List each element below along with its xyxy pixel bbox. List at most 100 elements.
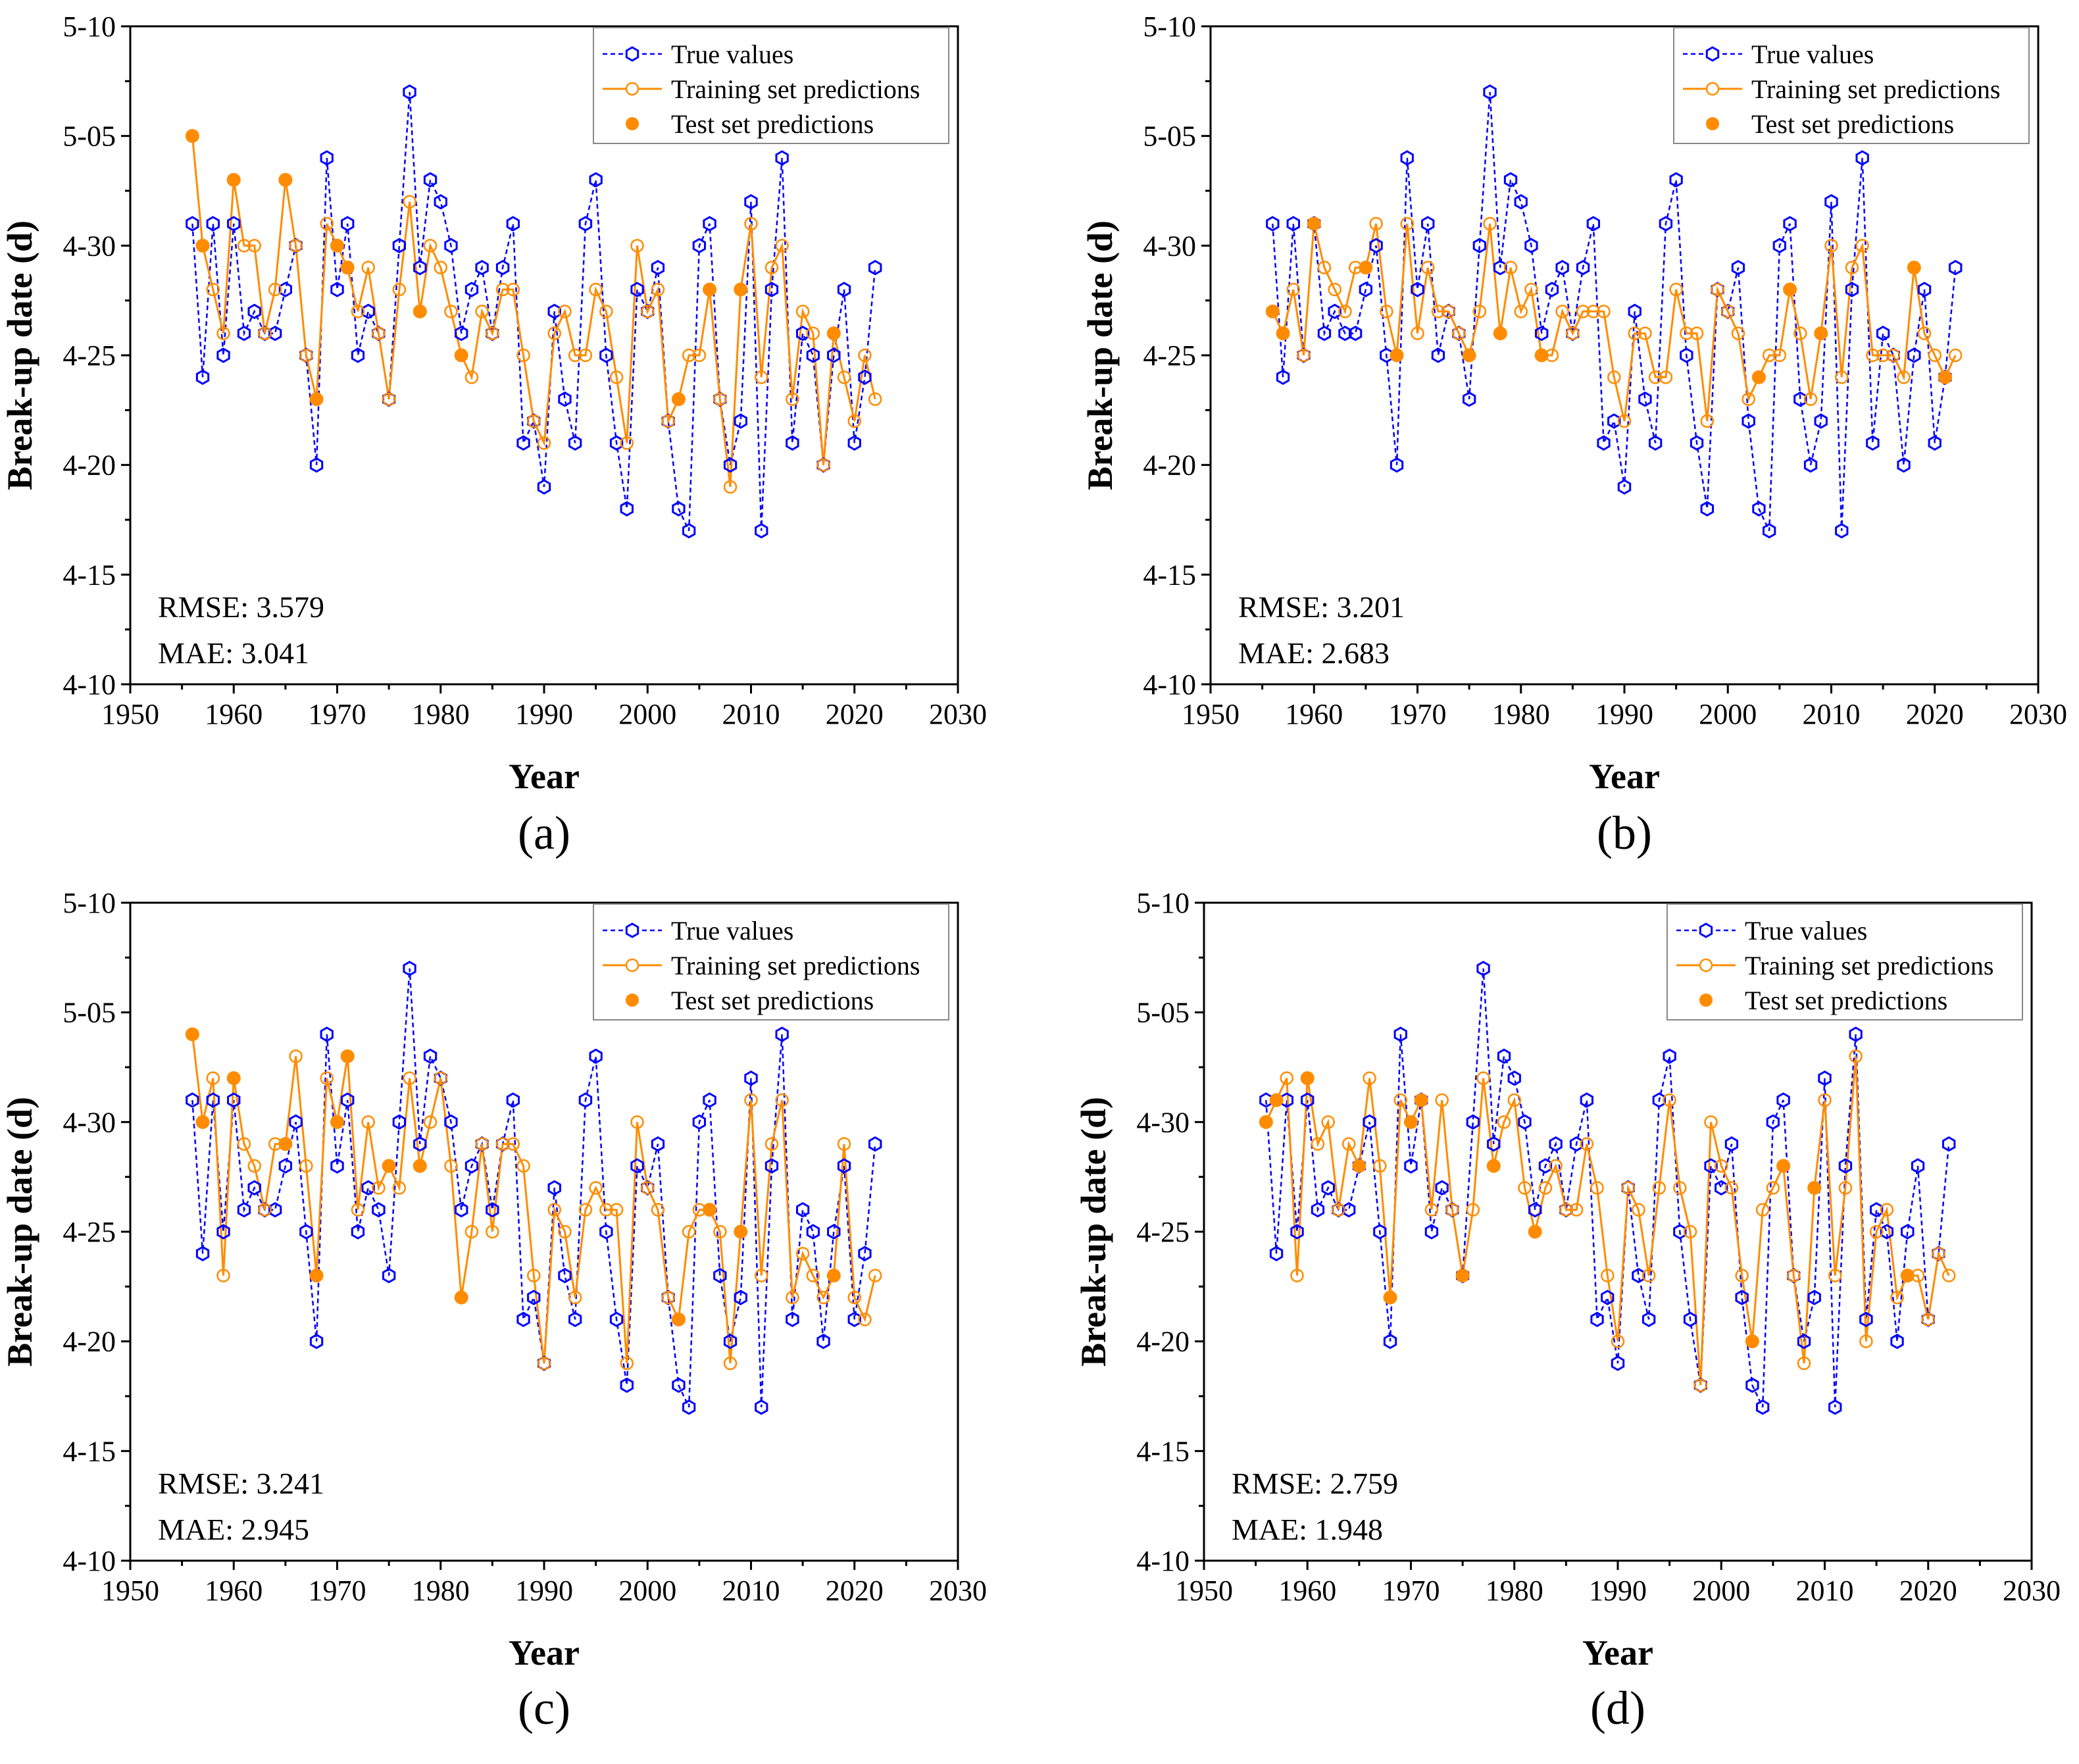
legend-label: Training set predictions bbox=[671, 74, 920, 104]
panel-label: (d) bbox=[1590, 1682, 1645, 1734]
true-value-point bbox=[837, 282, 851, 297]
chart-panel: 1950 1960 1970 1980 1990 2000 2010 2020 2030 4-10… bbox=[0, 11, 987, 859]
true-value-point bbox=[1783, 216, 1797, 232]
training-prediction-point bbox=[1828, 1269, 1842, 1282]
true-value-point bbox=[423, 172, 438, 188]
test-prediction-point bbox=[1528, 1224, 1542, 1239]
training-prediction-point bbox=[723, 1356, 738, 1371]
training-prediction-point bbox=[1514, 305, 1528, 318]
training-prediction-point bbox=[1601, 1269, 1615, 1282]
training-prediction-point bbox=[527, 1269, 541, 1282]
true-values-line bbox=[1272, 91, 1957, 532]
training-prediction-point bbox=[1369, 216, 1383, 231]
x-axis-title: Year bbox=[1582, 1633, 1653, 1673]
training-prediction-point bbox=[486, 1224, 499, 1239]
training-prediction-point bbox=[1507, 1093, 1521, 1107]
true-value-point bbox=[1942, 1136, 1956, 1152]
training-prediction-point bbox=[744, 1093, 758, 1107]
training-prediction-point bbox=[858, 1313, 872, 1326]
training-prediction-point bbox=[1628, 326, 1641, 340]
true-value-point bbox=[237, 325, 251, 341]
true-value-point bbox=[1472, 238, 1486, 254]
true-value-point bbox=[527, 1290, 541, 1305]
y-tick-label: 4-10 bbox=[63, 1545, 116, 1577]
training-prediction-point bbox=[206, 282, 220, 297]
true-value-point bbox=[816, 1333, 830, 1349]
training-prediction-point bbox=[216, 326, 230, 340]
test-prediction-point bbox=[1259, 1115, 1273, 1129]
test-prediction-point bbox=[340, 261, 355, 275]
training-prediction-point bbox=[1849, 1049, 1863, 1063]
true-value-point bbox=[1617, 479, 1632, 495]
training-prediction-point bbox=[837, 1137, 851, 1151]
true-value-point bbox=[1317, 325, 1332, 341]
training-prediction-point bbox=[1290, 1269, 1304, 1282]
legend-label: True values bbox=[671, 39, 793, 69]
training-prediction-point bbox=[299, 1159, 313, 1173]
training-prediction-point bbox=[1673, 1181, 1687, 1195]
panel-label: (a) bbox=[518, 807, 570, 859]
true-value-point bbox=[206, 216, 220, 232]
x-tick-label: 2020 bbox=[1899, 1575, 1957, 1607]
true-value-point bbox=[309, 1333, 324, 1349]
training-prediction-point bbox=[1735, 1269, 1749, 1282]
training-prediction-point bbox=[1400, 216, 1415, 231]
training-prediction-point bbox=[1787, 1269, 1801, 1282]
test-prediction-point bbox=[309, 1269, 324, 1283]
true-value-point bbox=[1838, 1158, 1853, 1174]
true-value-point bbox=[382, 1267, 396, 1284]
true-value-point bbox=[868, 259, 882, 276]
training-prediction-point bbox=[1690, 326, 1704, 340]
true-value-point bbox=[475, 259, 489, 276]
y-tick-label: 5-10 bbox=[63, 887, 116, 919]
true-value-point bbox=[1549, 1136, 1563, 1152]
training-prediction-point bbox=[1332, 1203, 1345, 1217]
training-prediction-point bbox=[837, 370, 851, 384]
true-value-point bbox=[620, 501, 634, 517]
test-prediction-point bbox=[734, 282, 748, 297]
true-value-point bbox=[1518, 1114, 1532, 1130]
training-prediction-point bbox=[1859, 1334, 1873, 1348]
true-value-point bbox=[516, 1311, 530, 1328]
training-prediction-point bbox=[1886, 348, 1901, 363]
x-tick-label: 1960 bbox=[205, 698, 263, 730]
true-value-point bbox=[599, 347, 613, 363]
true-value-point bbox=[827, 347, 841, 363]
true-value-point bbox=[351, 1224, 365, 1240]
training-predictions-line bbox=[1271, 223, 1957, 422]
true-value-point bbox=[796, 1201, 810, 1218]
true-value-point bbox=[1876, 325, 1890, 341]
training-prediction-point bbox=[289, 1049, 303, 1063]
true-value-point bbox=[1290, 1224, 1304, 1240]
mae-text: MAE: 2.683 bbox=[1238, 636, 1390, 670]
true-value-point bbox=[1424, 1224, 1439, 1240]
true-value-point bbox=[1601, 1290, 1615, 1305]
test-prediction-point bbox=[703, 1203, 717, 1217]
training-prediction-point bbox=[464, 1224, 479, 1239]
training-prediction-point bbox=[1669, 282, 1683, 297]
training-prediction-point bbox=[1549, 1159, 1563, 1173]
true-value-point bbox=[247, 1180, 261, 1196]
true-value-point bbox=[1917, 282, 1932, 297]
training-prediction-point bbox=[1569, 1203, 1584, 1217]
x-tick-label: 1980 bbox=[1486, 1575, 1543, 1607]
true-value-point bbox=[1683, 1311, 1697, 1328]
training-prediction-point bbox=[1834, 370, 1849, 384]
training-prediction-point bbox=[247, 1159, 261, 1173]
training-prediction-point bbox=[434, 261, 447, 274]
training-prediction-point bbox=[464, 370, 479, 384]
test-prediction-point bbox=[185, 129, 199, 143]
mae-text: MAE: 1.948 bbox=[1232, 1513, 1383, 1546]
training-prediction-point bbox=[516, 348, 530, 363]
test-prediction-point bbox=[1900, 1269, 1915, 1283]
y-tick-label: 4-20 bbox=[1143, 449, 1196, 482]
training-prediction-point bbox=[620, 436, 634, 450]
true-value-point bbox=[1680, 347, 1693, 363]
true-value-point bbox=[755, 522, 768, 539]
training-prediction-point bbox=[1580, 1137, 1594, 1151]
test-prediction-point bbox=[226, 1071, 241, 1086]
true-value-point bbox=[1466, 1114, 1480, 1130]
training-prediction-point bbox=[1638, 326, 1652, 340]
true-value-point bbox=[1514, 193, 1528, 210]
training-prediction-point bbox=[754, 370, 768, 384]
